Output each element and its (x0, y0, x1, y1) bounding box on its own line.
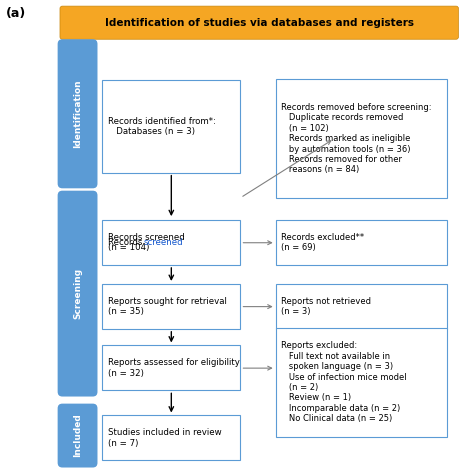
FancyBboxPatch shape (102, 416, 240, 460)
FancyBboxPatch shape (102, 346, 240, 390)
FancyBboxPatch shape (275, 284, 447, 329)
Text: Records removed before screening:
   Duplicate records removed
   (n = 102)
   R: Records removed before screening: Duplic… (281, 103, 432, 174)
Text: Included: Included (73, 414, 82, 457)
Text: Records: Records (108, 238, 145, 247)
FancyBboxPatch shape (58, 39, 98, 188)
Text: (a): (a) (6, 7, 27, 20)
Text: Identification: Identification (73, 79, 82, 148)
Text: Reports not retrieved
(n = 3): Reports not retrieved (n = 3) (281, 297, 371, 316)
FancyBboxPatch shape (58, 404, 98, 467)
FancyBboxPatch shape (58, 191, 98, 397)
Text: Screening: Screening (73, 268, 82, 319)
FancyBboxPatch shape (102, 80, 240, 173)
FancyBboxPatch shape (275, 220, 447, 265)
FancyBboxPatch shape (275, 328, 447, 437)
Text: Records excluded**
(n = 69): Records excluded** (n = 69) (281, 233, 365, 252)
Text: Studies included in review
(n = 7): Studies included in review (n = 7) (108, 428, 221, 447)
FancyBboxPatch shape (102, 284, 240, 329)
Text: Records identified from*:
   Databases (n = 3): Records identified from*: Databases (n =… (108, 117, 216, 136)
Text: Records screened
(n = 104): Records screened (n = 104) (108, 233, 184, 252)
Text: Identification of studies via databases and registers: Identification of studies via databases … (105, 18, 414, 28)
Text: screened: screened (144, 238, 183, 247)
FancyBboxPatch shape (102, 220, 240, 265)
FancyBboxPatch shape (275, 79, 447, 198)
Text: Reports excluded:
   Full text not available in
   spoken language (n = 3)
   Us: Reports excluded: Full text not availabl… (281, 341, 407, 423)
Text: Reports assessed for eligibility
(n = 32): Reports assessed for eligibility (n = 32… (108, 358, 240, 377)
Text: Reports sought for retrieval
(n = 35): Reports sought for retrieval (n = 35) (108, 297, 227, 316)
FancyBboxPatch shape (60, 6, 458, 39)
